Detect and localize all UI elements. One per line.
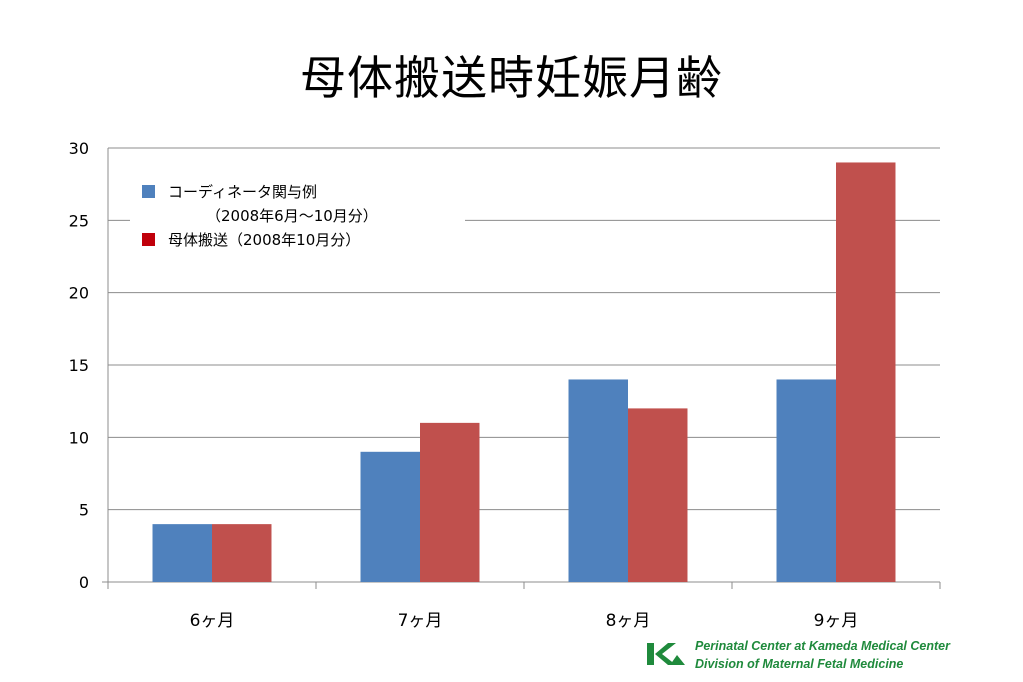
- legend-label-transport: 母体搬送（2008年10月分）: [168, 231, 361, 249]
- bar-transport-0: [212, 524, 272, 582]
- bar-coordinator-2: [568, 379, 628, 582]
- bar-transport-3: [836, 162, 896, 582]
- footer-credit: Perinatal Center at Kameda Medical Cente…: [695, 637, 950, 673]
- legend-item-coordinator: コーディネータ関与例: [138, 180, 378, 204]
- x-tick-label: 8ヶ月: [606, 611, 651, 631]
- y-tick-label: 20: [69, 284, 89, 303]
- y-tick-label: 10: [69, 428, 89, 447]
- y-tick-label: 5: [79, 501, 89, 520]
- bar-coordinator-3: [776, 379, 836, 582]
- bar-transport-2: [628, 408, 688, 582]
- kameda-logo-icon: [647, 643, 685, 665]
- legend-swatch-blue: [142, 185, 155, 198]
- bar-coordinator-1: [360, 451, 420, 582]
- legend-item-transport: 母体搬送（2008年10月分）: [138, 228, 378, 252]
- chart-title: 母体搬送時妊娠月齢: [300, 51, 723, 105]
- bar-transport-1: [420, 422, 480, 582]
- legend-label-coordinator: コーディネータ関与例: [168, 183, 317, 201]
- y-tick-label: 30: [69, 139, 89, 158]
- y-tick-label: 25: [69, 211, 89, 230]
- y-tick-label: 0: [79, 573, 89, 592]
- legend-swatch-red: [142, 233, 155, 246]
- footer-line-2: Division of Maternal Fetal Medicine: [695, 657, 904, 671]
- x-tick-label: 9ヶ月: [814, 611, 859, 631]
- footer-line-1: Perinatal Center at Kameda Medical Cente…: [695, 639, 950, 653]
- x-tick-label: 7ヶ月: [398, 611, 443, 631]
- chart-legend: コーディネータ関与例 （2008年6月～10月分） 母体搬送（2008年10月分…: [138, 180, 378, 252]
- legend-background: [130, 176, 465, 252]
- y-tick-label: 15: [69, 356, 89, 375]
- x-tick-label: 6ヶ月: [190, 611, 235, 631]
- bar-coordinator-0: [152, 524, 212, 582]
- legend-label-coordinator-period: （2008年6月～10月分）: [206, 207, 378, 225]
